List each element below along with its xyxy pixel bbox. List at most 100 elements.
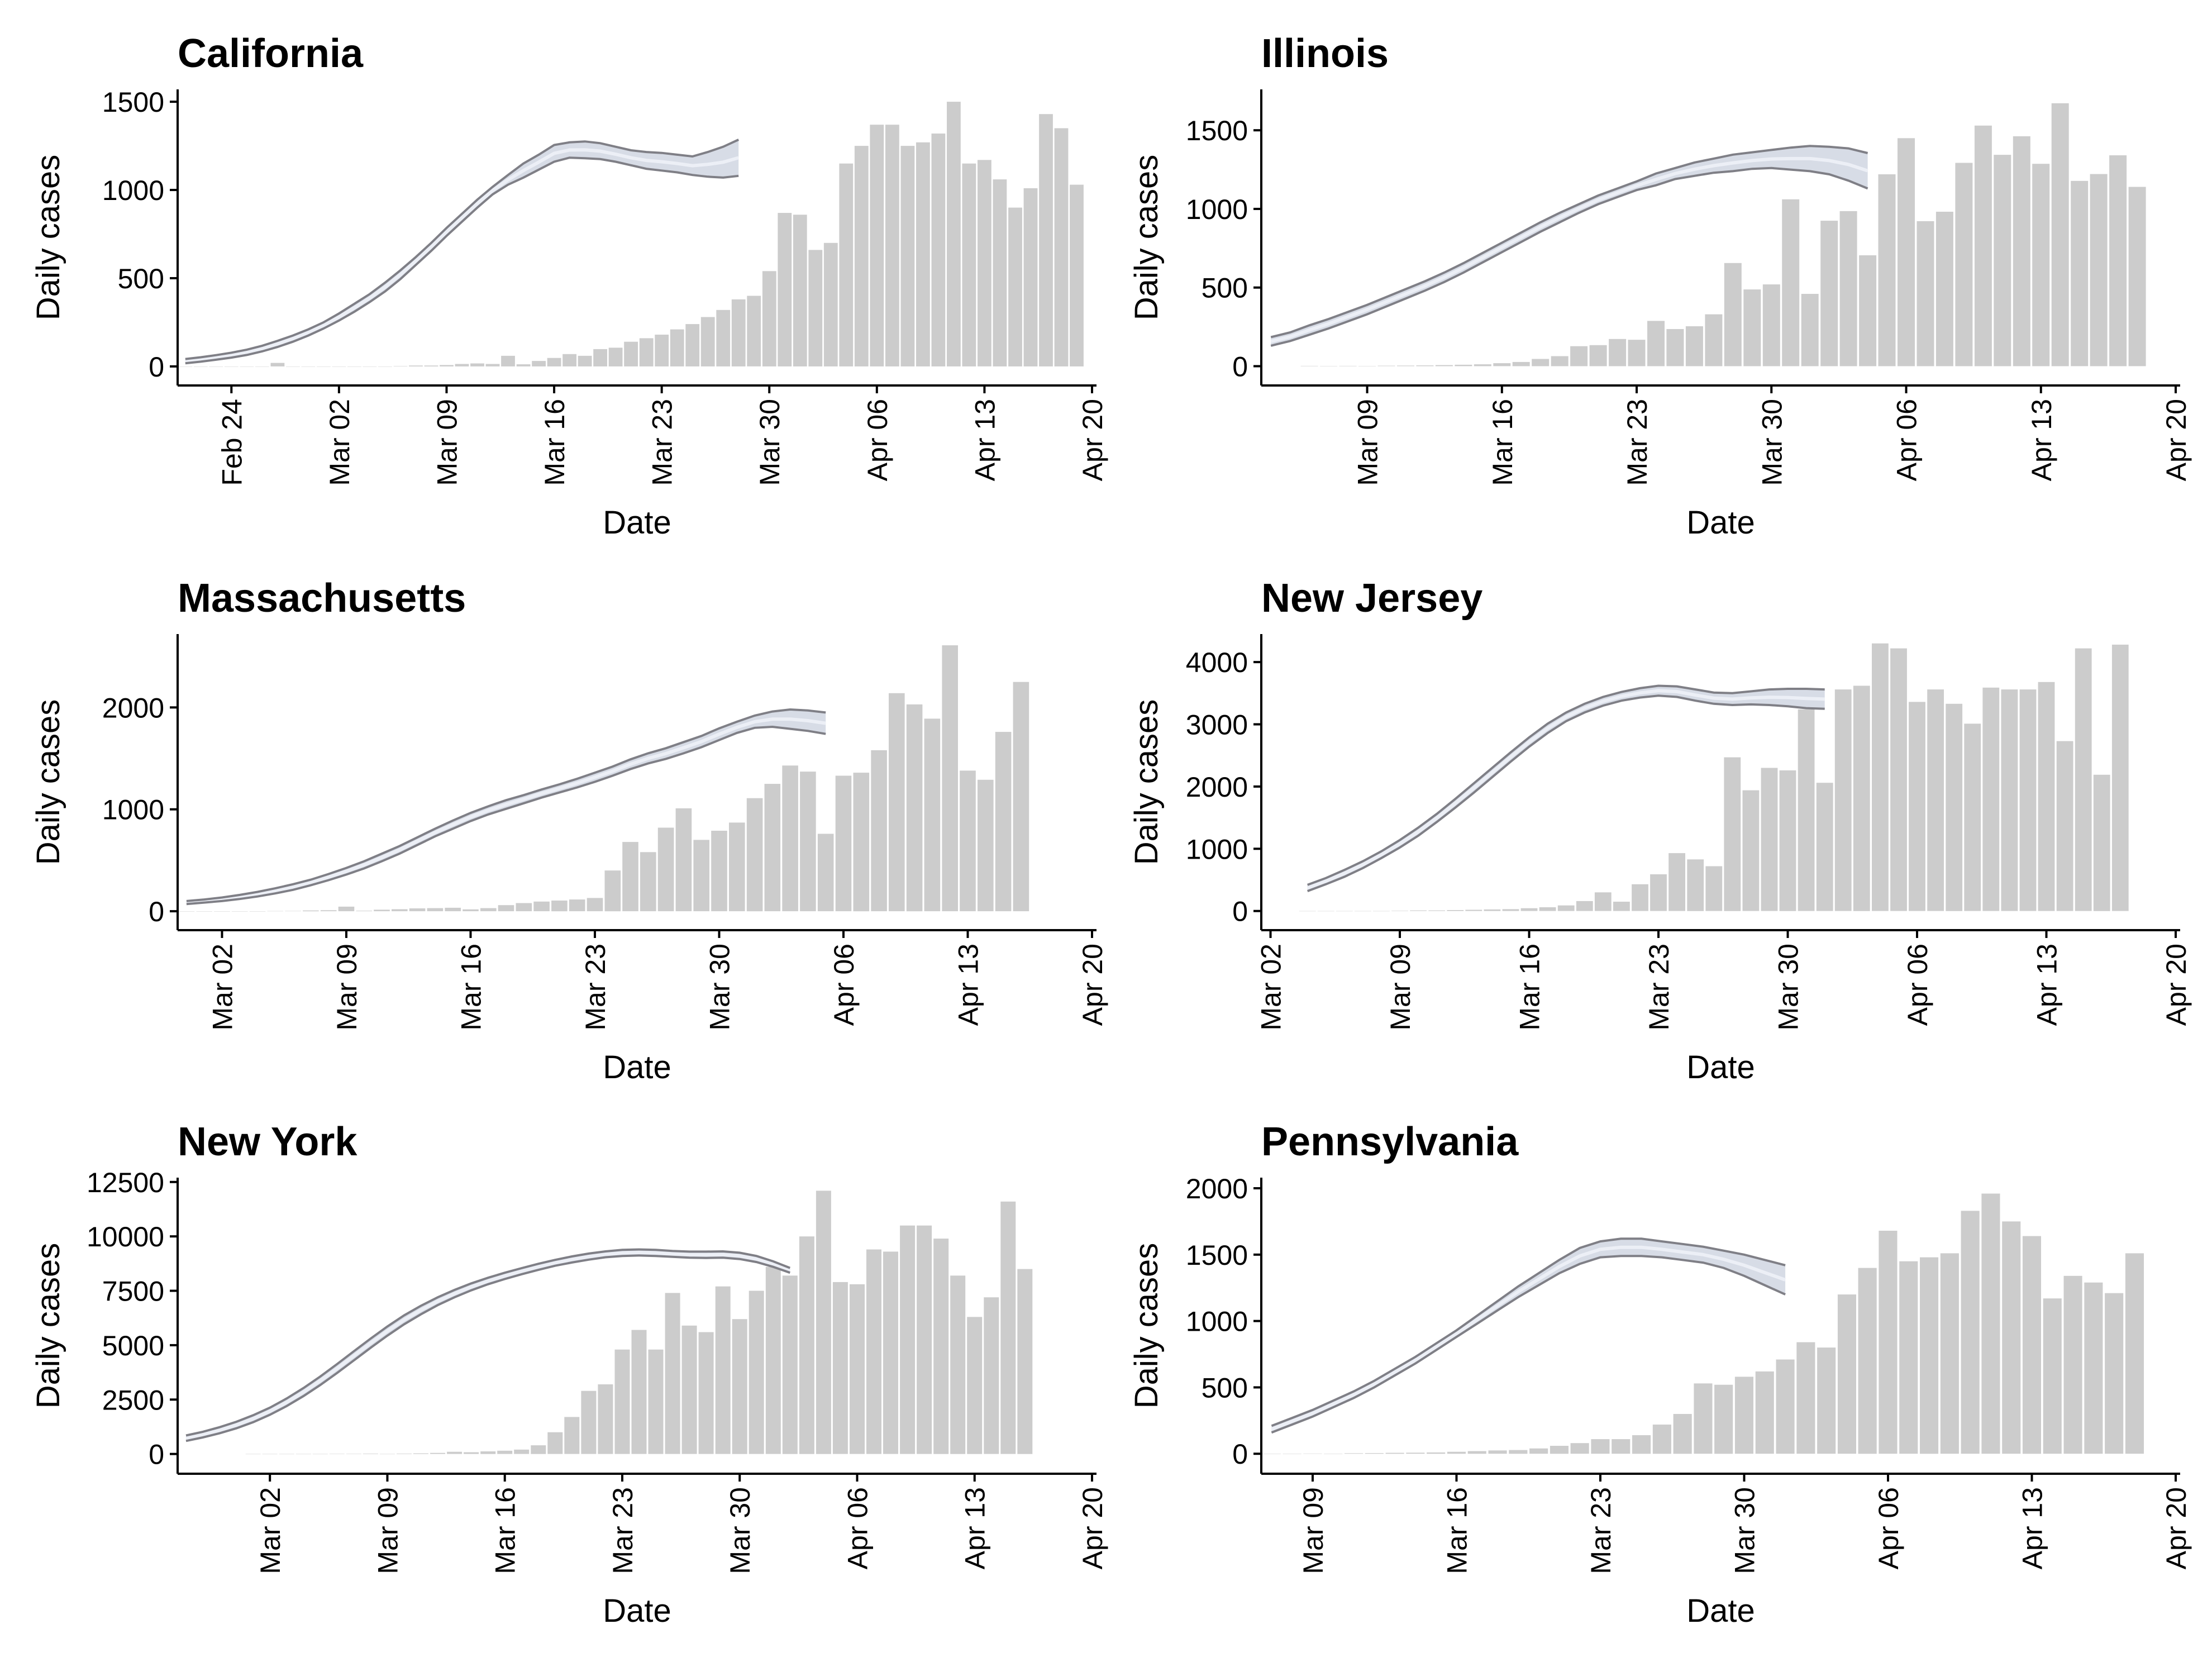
- bar: [984, 1297, 999, 1454]
- x-tick-label: Apr 20: [1077, 944, 1108, 1026]
- x-tick-label: Apr 06: [828, 944, 860, 1026]
- y-tick-label: 0: [1232, 896, 1248, 927]
- bar: [1385, 1453, 1404, 1454]
- bar: [950, 1275, 966, 1454]
- bar: [2093, 774, 2110, 911]
- bar: [960, 770, 976, 912]
- bar: [1493, 363, 1511, 366]
- bar: [1484, 909, 1501, 911]
- bar: [1008, 207, 1022, 366]
- y-tick-label: 1000: [1186, 834, 1248, 865]
- bar: [1465, 909, 1482, 911]
- bar: [2013, 136, 2030, 366]
- bar: [883, 1251, 898, 1454]
- bar: [1652, 1425, 1671, 1454]
- bar: [338, 906, 355, 912]
- panel-title: Illinois: [1261, 31, 1389, 76]
- bar: [978, 779, 994, 912]
- bar: [1755, 1371, 1774, 1454]
- y-tick-label: 1000: [1186, 194, 1248, 225]
- x-tick-label: Mar 09: [432, 399, 463, 486]
- bar: [1981, 1193, 2000, 1454]
- trend-lower-line: [1307, 694, 1825, 892]
- bar: [993, 179, 1007, 366]
- y-tick-label: 2000: [1186, 772, 1248, 803]
- bar: [749, 1290, 764, 1454]
- bar: [1761, 768, 1778, 911]
- x-tick-label: Mar 16: [490, 1487, 521, 1574]
- bar: [1742, 790, 1760, 911]
- bar: [655, 335, 669, 366]
- x-tick-label: Apr 13: [969, 399, 1000, 481]
- x-tick-label: Mar 30: [704, 944, 736, 1031]
- x-tick-label: Apr 06: [1873, 1487, 1904, 1569]
- bar: [455, 364, 469, 366]
- bar: [1673, 1414, 1692, 1454]
- bar: [470, 363, 484, 366]
- x-tick-label: Mar 16: [1487, 399, 1518, 486]
- bar: [854, 146, 869, 366]
- bar: [1687, 859, 1704, 911]
- bar: [1317, 911, 1334, 912]
- bar: [1509, 1450, 1528, 1454]
- bar: [1299, 911, 1316, 912]
- bar: [2022, 1236, 2041, 1454]
- trend-band: [1271, 146, 1868, 346]
- bar: [249, 911, 266, 912]
- bar: [392, 909, 408, 912]
- bar: [1609, 339, 1627, 366]
- bar: [409, 908, 426, 912]
- bar: [853, 773, 870, 912]
- bar: [947, 102, 961, 366]
- bar: [2105, 1293, 2124, 1454]
- panel-title: Pennsylvania: [1261, 1120, 1519, 1164]
- bar: [1685, 326, 1703, 366]
- bar: [1435, 365, 1453, 366]
- bar: [917, 1225, 932, 1454]
- bar: [700, 317, 715, 366]
- bar: [693, 840, 709, 912]
- bar: [900, 1225, 916, 1454]
- bar: [2084, 1282, 2103, 1454]
- bar: [562, 354, 576, 366]
- x-tick-label: Mar 30: [724, 1487, 756, 1574]
- bar: [670, 329, 684, 366]
- bar: [640, 852, 656, 912]
- bar: [320, 910, 337, 912]
- bar: [1782, 199, 1800, 366]
- bar: [1917, 221, 1934, 366]
- bar: [1734, 1377, 1753, 1454]
- bar: [1023, 188, 1038, 366]
- bar: [1529, 1448, 1548, 1454]
- bar: [1909, 702, 1925, 911]
- x-axis-label: Date: [603, 1593, 671, 1629]
- bar: [279, 1454, 294, 1455]
- panel-title: California: [178, 31, 364, 76]
- bar: [1532, 359, 1550, 366]
- x-tick-label: Mar 09: [1298, 1487, 1329, 1574]
- bar: [624, 341, 638, 366]
- bar: [2051, 103, 2069, 366]
- bar: [1589, 345, 1607, 366]
- x-tick-label: Apr 20: [1077, 399, 1108, 481]
- x-tick-label: Mar 02: [1256, 944, 1287, 1031]
- trend-center-line: [1307, 689, 1825, 890]
- bar: [1570, 346, 1588, 366]
- bar: [850, 1284, 865, 1454]
- bar: [916, 142, 930, 366]
- x-tick-label: Mar 23: [607, 1487, 638, 1574]
- bar: [1550, 1446, 1569, 1454]
- bar: [604, 870, 621, 912]
- bar: [631, 1330, 647, 1454]
- bar: [196, 911, 212, 912]
- bar: [1801, 294, 1819, 366]
- bar: [267, 911, 284, 912]
- bar: [332, 366, 346, 367]
- bar: [1320, 366, 1337, 367]
- bar: [501, 355, 515, 366]
- bar: [729, 822, 745, 912]
- x-tick-label: Mar 23: [1585, 1487, 1617, 1574]
- bar: [1612, 1439, 1631, 1454]
- bar: [681, 1325, 697, 1454]
- bar: [1455, 364, 1472, 366]
